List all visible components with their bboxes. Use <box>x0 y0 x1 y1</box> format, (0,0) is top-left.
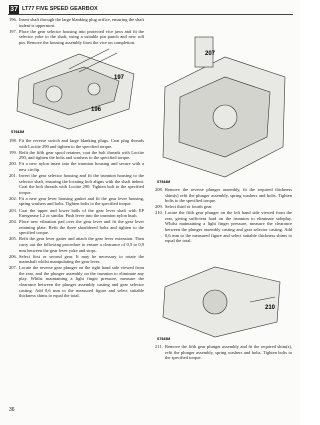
step-number: 205. <box>9 236 17 242</box>
step-text: Place the gear selector housing into pro… <box>19 28 144 45</box>
page: 37 LT77 FIVE SPEED GEARBOX 196. Insert sh… <box>8 5 293 413</box>
step-number: 197. <box>9 28 17 34</box>
step: 210. Locate the fifth gear plunger on the… <box>155 210 292 243</box>
figure: 197 196 ST643M <box>11 48 135 134</box>
step-text: Insert shaft through the large blanking … <box>19 17 145 28</box>
page-number: 36 <box>9 407 15 413</box>
step-text: Coat the upper and lower balls of the ge… <box>19 207 144 219</box>
step-text: Place new vibration pad over the gear le… <box>19 219 144 236</box>
step: 204. Place new vibration pad over the gea… <box>9 219 144 236</box>
step: 205. Refit the gear lever gaiter and atta… <box>9 236 144 253</box>
callout: 196 <box>91 107 102 113</box>
step-number: 202. <box>9 195 17 201</box>
step-number: 211. <box>155 344 163 349</box>
steps-column: 198. Fit the reverse switch and large bla… <box>9 138 144 299</box>
step: 203. Coat the upper and lower balls of th… <box>9 208 144 219</box>
step-text: Refit the gear lever gaiter and attach t… <box>19 236 144 253</box>
step-text: Remove the fifth gear plunger assembly a… <box>165 344 292 361</box>
page-title: LT77 FIVE SPEED GEARBOX <box>22 6 98 12</box>
step-text: Refit the fifth gear spool retainer, coa… <box>19 149 144 161</box>
step-number: 208. <box>155 187 163 192</box>
step-text: Invert the gear selector housing and fit… <box>19 173 144 195</box>
step: 198. Fit the reverse switch and large bla… <box>9 138 144 149</box>
step-number: 207. <box>9 265 17 271</box>
step-number: 198. <box>9 138 17 143</box>
step: 196. Insert shaft through the large blank… <box>9 17 144 28</box>
step-text: Fit the reverse switch and large blankin… <box>19 138 144 149</box>
step: 207. Locate the reverse gear plunger on t… <box>9 265 144 298</box>
step: 199. Refit the fifth gear spool retainer,… <box>9 150 144 161</box>
figure: 207 ST644M <box>157 36 286 184</box>
section-badge: 37 <box>9 5 19 14</box>
steps-column: 196. Insert shaft through the large blank… <box>9 17 144 46</box>
figure-code: ST645M <box>157 337 170 341</box>
step: 200. Fit a new nylon insert into the trun… <box>9 161 144 172</box>
step-number: 206. <box>9 253 17 259</box>
step-text: Fit a new nylon insert into the trunnion… <box>19 161 144 172</box>
step-number: 204. <box>9 219 17 225</box>
figure: 210 ST645M <box>157 266 281 341</box>
step: 208. Remove the reverse plunger assembly,… <box>155 187 292 204</box>
steps-column: 211. Remove the fifth gear plunger assemb… <box>155 344 292 361</box>
header-rule <box>8 14 293 15</box>
step: 211. Remove the fifth gear plunger assemb… <box>155 344 292 361</box>
step: 206. Select first or second gear. It may … <box>9 254 144 265</box>
callout: 207 <box>205 51 216 57</box>
step-number: 210. <box>155 210 163 216</box>
step-text: Fit a new gear lever housing gasket and … <box>19 195 144 207</box>
callout: 197 <box>114 75 125 81</box>
figure-code: ST644M <box>157 180 170 184</box>
step-number: 199. <box>9 149 17 155</box>
step-number: 209. <box>155 204 163 210</box>
steps-column: 208. Remove the reverse plunger assembly,… <box>155 187 292 244</box>
step: 201. Invert the gear selector housing and… <box>9 173 144 195</box>
step-text: Locate the fifth gear plunger on the lef… <box>165 210 292 244</box>
step-number: 200. <box>9 161 17 167</box>
step-text: Select third or fourth gear. <box>165 204 213 210</box>
step-text: Remove the reverse plunger assembly, fit… <box>165 187 292 204</box>
step-text: Select first or second gear. It may be n… <box>19 253 144 265</box>
callout: 210 <box>265 305 276 311</box>
step: 197. Place the gear selector housing into… <box>9 29 144 46</box>
step-number: 196. <box>9 17 17 22</box>
step-number: 201. <box>9 173 17 179</box>
step: 209. Select third or fourth gear. <box>155 204 292 210</box>
step-text: Locate the reverse gear plunger on the r… <box>19 265 144 299</box>
figure-code: ST643M <box>11 130 24 134</box>
step-number: 203. <box>9 207 17 213</box>
step: 202. Fit a new gear lever housing gasket … <box>9 196 144 207</box>
